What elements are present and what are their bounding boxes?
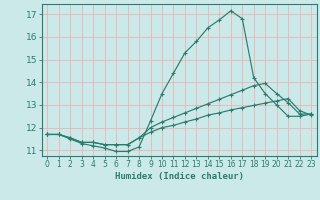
X-axis label: Humidex (Indice chaleur): Humidex (Indice chaleur) bbox=[115, 172, 244, 181]
